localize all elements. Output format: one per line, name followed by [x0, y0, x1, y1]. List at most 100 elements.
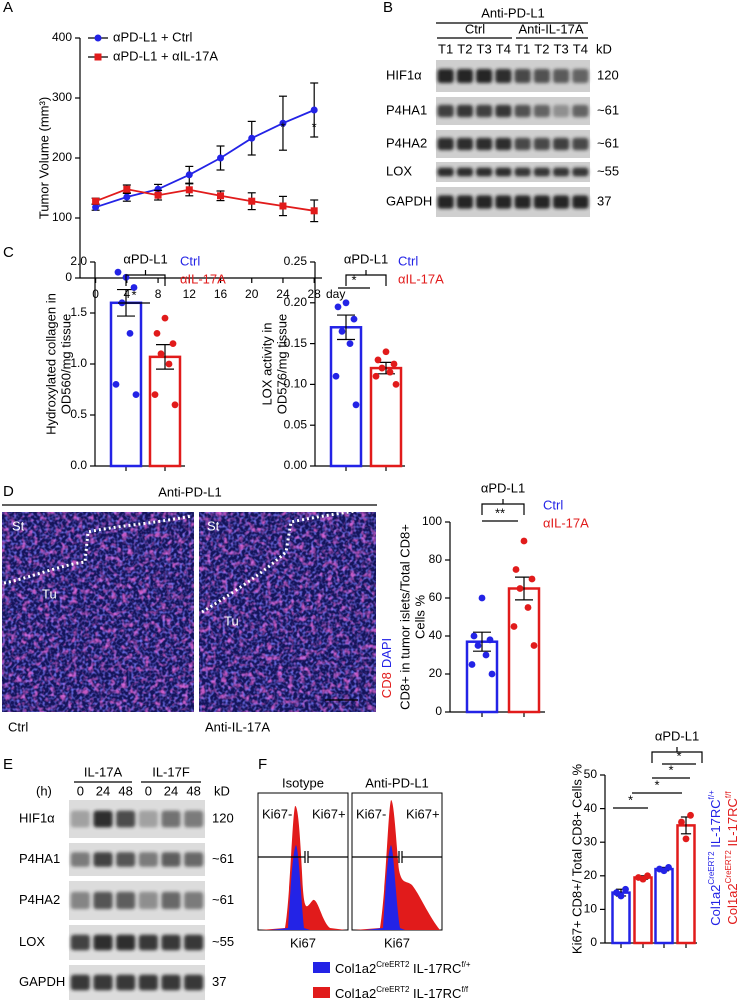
data-point [350, 315, 358, 323]
legend-swatch [313, 987, 330, 998]
blot-band [437, 167, 454, 177]
y-tick-label: 0 [65, 270, 72, 284]
blot-kd: ~55 [597, 163, 619, 178]
y-tick-label: 1.5 [70, 305, 87, 319]
data-point [132, 391, 140, 398]
blot-band [138, 852, 158, 867]
data-point [374, 356, 382, 364]
blot-lane: T2 [534, 41, 549, 56]
data-point [470, 632, 478, 640]
data-point [635, 874, 642, 881]
blot-band [553, 167, 570, 177]
histogram [354, 800, 440, 930]
legend-text: Col1a2 [708, 885, 723, 926]
blot-kd-header: kD [214, 783, 230, 798]
legend-entry: Ctrl [398, 253, 418, 268]
blot-strip [69, 925, 205, 960]
data-point [682, 835, 690, 843]
blot-lane: 24 [164, 783, 178, 798]
bar [148, 355, 182, 468]
blot-band [456, 68, 473, 84]
bracket-label: αPD-L1 [655, 728, 699, 743]
x-tick-label: 24 [276, 287, 290, 301]
blot-band [553, 137, 570, 151]
point [248, 197, 256, 205]
blot-band [70, 810, 90, 828]
legend-sup: CreERT2 [724, 850, 733, 884]
blot-band [533, 195, 550, 209]
legend-sup: f/+ [461, 960, 470, 969]
blot-band [553, 195, 570, 209]
legend-entry: Col1a2CreERT2 IL-17RCf/+ [335, 960, 471, 976]
blot-kd: 37 [597, 193, 611, 208]
gate-label: Ki67- [356, 806, 386, 821]
blot-band [437, 137, 454, 151]
blot-band [476, 195, 493, 209]
blot-strip [69, 881, 205, 920]
blot-kd: ~61 [597, 102, 619, 117]
blot-band [93, 934, 113, 951]
blot-band [514, 104, 531, 118]
legend-entry: αIL-17A [398, 271, 444, 286]
x-tick-label: 16 [214, 287, 228, 301]
blot-time-label: (h) [36, 783, 52, 798]
panel-label: A [3, 0, 13, 16]
series-line [95, 109, 315, 209]
y-axis-label: Cells % [412, 595, 427, 640]
data-point [528, 575, 536, 583]
legend-sup: CreERT2 [376, 985, 410, 994]
blot-lane: 48 [186, 783, 200, 798]
blot-lane: T4 [573, 41, 588, 56]
region-label: Tu [224, 613, 239, 628]
blot-band [138, 974, 158, 991]
blot-lane: T3 [477, 41, 492, 56]
data-point [622, 885, 629, 893]
data-point [516, 585, 524, 592]
bar [611, 891, 631, 945]
blot-row-label: LOX [386, 163, 412, 178]
legend-text: Col1a2 [335, 986, 376, 1001]
y-tick-label: 0.20 [284, 295, 308, 309]
point [123, 193, 131, 201]
y-tick-label: 0.05 [284, 417, 308, 431]
histogram [270, 845, 310, 930]
blot-strip [436, 162, 590, 182]
y-tick-label: 100 [422, 514, 442, 528]
y-tick-label: 0.0 [70, 458, 87, 472]
point [248, 134, 256, 142]
data-point [161, 314, 169, 322]
y-tick-label: 200 [52, 150, 72, 164]
legend-entry: Col1a2CreERT2 IL-17RCf/+ [707, 790, 723, 926]
blot-band [116, 934, 136, 951]
bar [676, 824, 696, 945]
significance: * [312, 119, 317, 134]
data-point [390, 360, 398, 368]
data-point [171, 401, 179, 409]
y-tick-label: 0 [435, 704, 442, 718]
image-caption: Anti-IL-17A [205, 719, 270, 734]
blot-band [553, 104, 570, 118]
blot-band [476, 167, 493, 177]
y-axis-label: CD8+ in tumor islets/Total CD8+ [397, 524, 412, 710]
image-caption: Ctrl [8, 719, 28, 734]
blot-group: IL-17F [152, 764, 190, 779]
legend-text: IL-17RC [409, 961, 461, 976]
point [279, 119, 287, 127]
legend-entry: Col1a2CreERT2 IL-17RCf/f [724, 791, 740, 925]
blot-band [572, 68, 589, 84]
data-point [342, 299, 350, 307]
stain: CD8 [379, 672, 394, 698]
y-tick-label: 100 [52, 210, 72, 224]
data-point [665, 864, 672, 871]
blot-band [138, 934, 158, 951]
blot-band [161, 810, 181, 828]
stain: DAPI [379, 638, 394, 668]
blot-band [572, 167, 589, 177]
data-point [153, 330, 161, 337]
micrograph-cd8 [2, 512, 194, 712]
data-point [486, 636, 494, 644]
blot-kd-header: kD [596, 41, 612, 56]
data-point [520, 537, 528, 545]
blot-band [456, 195, 473, 209]
blot-row-label: P4HA1 [19, 851, 60, 866]
